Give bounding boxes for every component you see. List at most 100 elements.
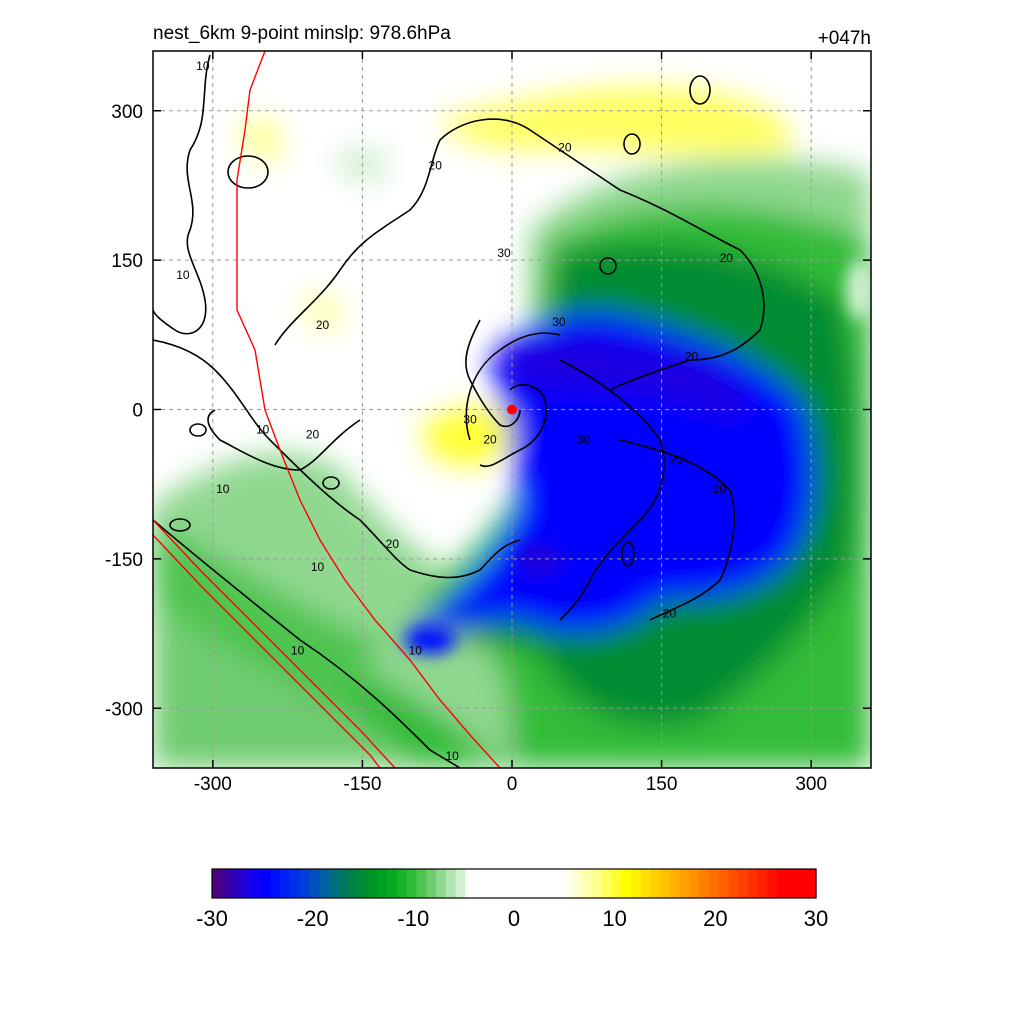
colorbar-swatch bbox=[689, 869, 700, 898]
contour-label: 20 bbox=[685, 350, 699, 364]
time-label: +047h bbox=[818, 28, 871, 49]
colorbar-swatch bbox=[504, 869, 515, 898]
contour-label: 20 bbox=[713, 482, 727, 496]
colorbar-swatch bbox=[280, 869, 291, 898]
contour-label: 30 bbox=[497, 246, 511, 260]
colorbar-swatch bbox=[728, 869, 739, 898]
colorbar-swatch bbox=[221, 869, 233, 898]
colorbar-swatch bbox=[660, 869, 671, 898]
colorbar-swatch bbox=[348, 869, 359, 898]
colorbar-swatch bbox=[289, 869, 301, 898]
x-tick-label: 0 bbox=[507, 774, 518, 795]
colorbar-swatch bbox=[718, 869, 729, 898]
colorbar-swatch bbox=[455, 869, 466, 898]
colorbar-swatch bbox=[777, 869, 788, 898]
contour-label: 10 bbox=[176, 268, 190, 282]
y-tick-label: 150 bbox=[111, 251, 143, 272]
colorbar-swatch bbox=[533, 869, 544, 898]
colorbar-swatch bbox=[552, 869, 564, 898]
colorbar-swatch bbox=[367, 869, 379, 898]
x-tick-label: 300 bbox=[795, 774, 827, 795]
colorbar-swatch bbox=[514, 869, 525, 898]
colorbar-swatch bbox=[270, 869, 281, 898]
contour-label: 20 bbox=[670, 452, 684, 466]
colorbar-swatch bbox=[250, 869, 262, 898]
colorbar-swatch bbox=[708, 869, 720, 898]
colorbar-tick-label: -30 bbox=[196, 906, 228, 931]
colorbar-tick-label: 20 bbox=[703, 906, 727, 931]
colorbar-swatch bbox=[241, 869, 252, 898]
contour-label: 10 bbox=[196, 59, 210, 73]
colorbar-swatch bbox=[484, 869, 496, 898]
contours bbox=[153, 54, 765, 768]
colorbar-swatch bbox=[338, 869, 349, 898]
colorbar-swatch bbox=[445, 869, 457, 898]
colorbar-swatch bbox=[767, 869, 778, 898]
contour-label: 10 bbox=[216, 482, 230, 496]
colorbar-swatch bbox=[397, 869, 408, 898]
colorbar-swatch bbox=[358, 869, 369, 898]
colorbar-swatch bbox=[212, 869, 223, 898]
contour-label: 10 bbox=[311, 560, 325, 574]
colorbar-swatch bbox=[299, 869, 311, 898]
x-tick-label: -300 bbox=[194, 774, 232, 795]
colorbar-swatch bbox=[747, 869, 759, 898]
y-tick-label: -300 bbox=[105, 699, 143, 720]
colorbar-swatch bbox=[426, 869, 437, 898]
colorbar-swatch bbox=[601, 869, 613, 898]
colorbar-swatch bbox=[582, 869, 593, 898]
colorbar-swatch bbox=[328, 869, 340, 898]
colorbar-swatch bbox=[611, 869, 622, 898]
colorbar-swatch bbox=[319, 869, 330, 898]
y-tick-label: 300 bbox=[111, 102, 143, 123]
colorbar-swatch bbox=[416, 869, 427, 898]
colorbar-swatch bbox=[621, 869, 632, 898]
colorbar-swatch bbox=[640, 869, 651, 898]
colorbar-tick-label: -20 bbox=[297, 906, 329, 931]
wind-field-shading bbox=[153, 51, 871, 768]
colorbar-swatch bbox=[543, 869, 554, 898]
colorbar-swatch bbox=[572, 869, 583, 898]
y-axis-ticks: 300 150 0 -150 -300 bbox=[105, 102, 871, 720]
colorbar-tick-label: 0 bbox=[508, 906, 520, 931]
colorbar-swatch bbox=[786, 869, 798, 898]
colorbar-swatch bbox=[406, 869, 418, 898]
colorbar-tick-label: 30 bbox=[804, 906, 828, 931]
storm-center-marker bbox=[507, 404, 517, 415]
colorbar-swatch bbox=[669, 869, 681, 898]
colorbar-swatch bbox=[377, 869, 388, 898]
colorbar-swatch bbox=[757, 869, 768, 898]
plot-area: 10 10 20 20 20 30 20 30 20 30 20 30 20 10 10 20 20 20 10 20… bbox=[105, 50, 872, 795]
colorbar-swatch bbox=[309, 869, 320, 898]
contour-label: 20 bbox=[483, 432, 497, 446]
colorbar-swatch bbox=[806, 869, 817, 898]
contour-label: 20 bbox=[429, 159, 443, 173]
contour-label: 20 bbox=[720, 251, 734, 265]
colorbar-swatch bbox=[494, 869, 505, 898]
colorbar-swatch bbox=[796, 869, 807, 898]
contour-label: 20 bbox=[663, 607, 677, 621]
contour-label: 10 bbox=[445, 749, 459, 763]
boundary-lines bbox=[153, 51, 501, 768]
colorbar-swatch bbox=[650, 869, 661, 898]
chart-title: nest_6km 9-point minslp: 978.6hPa bbox=[153, 23, 451, 44]
colorbar-swatch bbox=[630, 869, 642, 898]
colorbar-swatch bbox=[591, 869, 603, 898]
colorbar: -30 -20 -10 0 10 20 30 bbox=[196, 868, 828, 931]
contour-label: 10 bbox=[291, 643, 305, 657]
contour-label: 30 bbox=[552, 315, 566, 329]
contour-label: 20 bbox=[306, 427, 320, 441]
x-axis-ticks: -300 -150 0 150 300 bbox=[194, 51, 827, 795]
colorbar-swatch bbox=[562, 869, 574, 898]
colorbar-swatch bbox=[260, 869, 272, 898]
colorbar-tick-label: 10 bbox=[602, 906, 626, 931]
contour-label: 10 bbox=[409, 643, 423, 657]
contour-label: 30 bbox=[577, 432, 591, 446]
colorbar-swatch bbox=[475, 869, 486, 898]
y-tick-label: 0 bbox=[132, 401, 143, 422]
colorbar-swatch bbox=[436, 869, 447, 898]
colorbar-swatch bbox=[465, 869, 476, 898]
colorbar-swatch bbox=[679, 869, 690, 898]
x-tick-label: -150 bbox=[343, 774, 381, 795]
colorbar-tick-label: -10 bbox=[397, 906, 429, 931]
